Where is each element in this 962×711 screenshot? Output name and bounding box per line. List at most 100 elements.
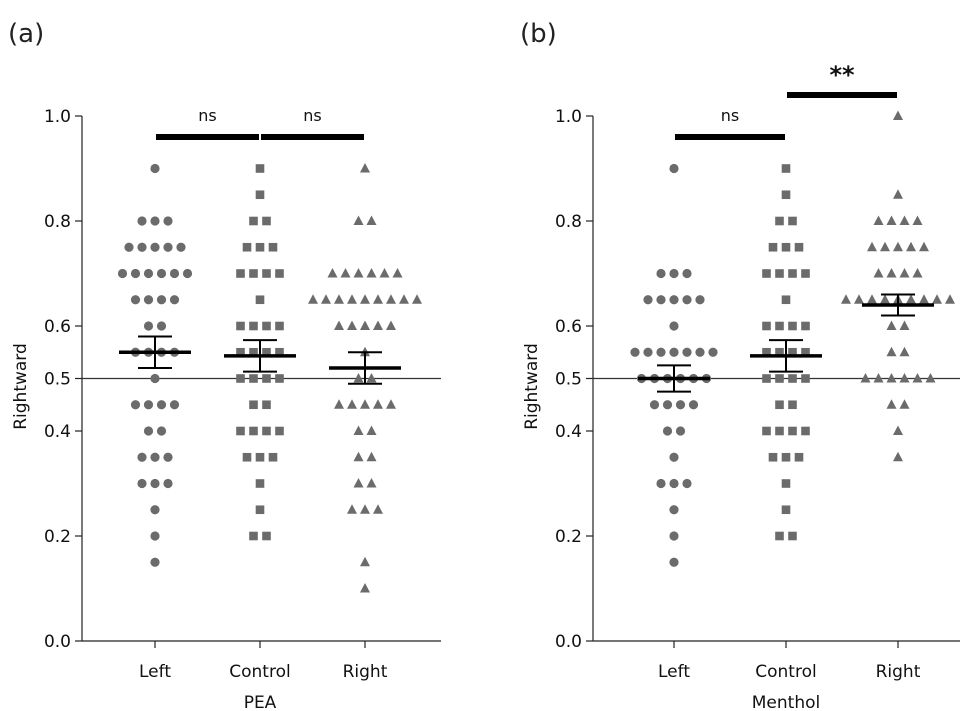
data-point [308,294,318,304]
data-point [347,399,357,409]
data-point [886,215,897,225]
x-tick-label-right: Right [876,662,921,682]
series-control [224,164,296,541]
data-point [321,294,331,304]
x-axis-title: PEA [244,693,277,711]
panel-label: (a) [8,19,44,49]
data-point [392,268,403,278]
data-point [669,268,679,279]
data-point [669,163,679,174]
data-point [275,269,284,278]
data-point [886,268,897,278]
data-point [682,295,692,305]
data-point [334,399,344,409]
data-point [249,347,258,357]
data-point [366,215,377,225]
series-right [841,110,955,462]
data-point [893,189,903,199]
data-point [353,425,364,435]
data-point [919,294,929,304]
data-point [880,241,890,252]
data-point [150,531,160,541]
data-point [262,426,271,436]
data-point [649,400,660,410]
data-point [360,583,370,593]
data-point [886,346,897,357]
data-point [143,295,154,305]
data-point [899,268,910,278]
data-point [353,373,364,383]
data-point [236,374,245,383]
data-point [360,556,370,567]
data-point [366,268,377,278]
data-point [919,241,929,252]
data-point [801,347,810,357]
data-point [669,505,679,515]
data-point [932,294,942,304]
data-point [150,216,160,226]
data-point [353,268,364,278]
data-point [262,400,271,410]
y-axis-title: Rightward [11,343,31,430]
data-point [163,478,173,489]
data-point [675,426,686,436]
data-point [775,531,784,541]
data-point [643,295,653,305]
data-point [156,295,167,305]
significance-label: ns [303,106,321,125]
data-point [669,531,679,541]
data-point [801,374,810,383]
y-tick-label: 0.5 [44,370,71,390]
data-point [695,347,705,357]
data-point [275,347,284,357]
y-tick-label: 0.4 [555,422,582,442]
data-point [775,400,784,410]
data-point [886,373,897,383]
data-point [373,504,383,514]
data-point [143,321,154,331]
y-tick-label: 0.0 [44,632,71,652]
data-point [675,400,686,410]
data-point [150,242,160,252]
data-point [327,268,338,278]
data-point [255,479,265,488]
data-point [236,426,245,436]
data-point [262,269,271,278]
data-point [143,400,154,410]
data-point [399,294,409,304]
data-point [268,242,278,252]
data-point [249,426,258,436]
data-point [169,268,180,279]
data-point [880,294,890,304]
data-point [366,478,377,488]
data-point [379,268,390,278]
x-tick-label-control: Control [755,662,816,682]
data-point [781,479,791,488]
data-point [143,426,154,436]
data-point [873,215,884,225]
data-point [788,426,797,436]
data-point [788,269,797,278]
data-point [386,320,396,330]
data-point [945,294,955,304]
data-point [788,347,797,357]
data-point [893,241,903,252]
data-point [662,400,673,410]
data-point [255,190,265,200]
series-right [308,163,422,593]
data-point [630,347,640,357]
data-point [268,452,278,462]
data-point [912,215,923,225]
series-left [117,163,193,567]
data-point [255,295,265,305]
data-point [255,164,265,173]
data-point [334,320,344,330]
data-point [150,557,160,567]
data-point [899,215,910,225]
data-point [775,347,784,357]
data-point [124,242,134,252]
data-point [137,216,147,226]
significance-label: ns [721,106,739,125]
data-point [182,268,193,279]
y-tick-label: 0.5 [555,370,582,390]
